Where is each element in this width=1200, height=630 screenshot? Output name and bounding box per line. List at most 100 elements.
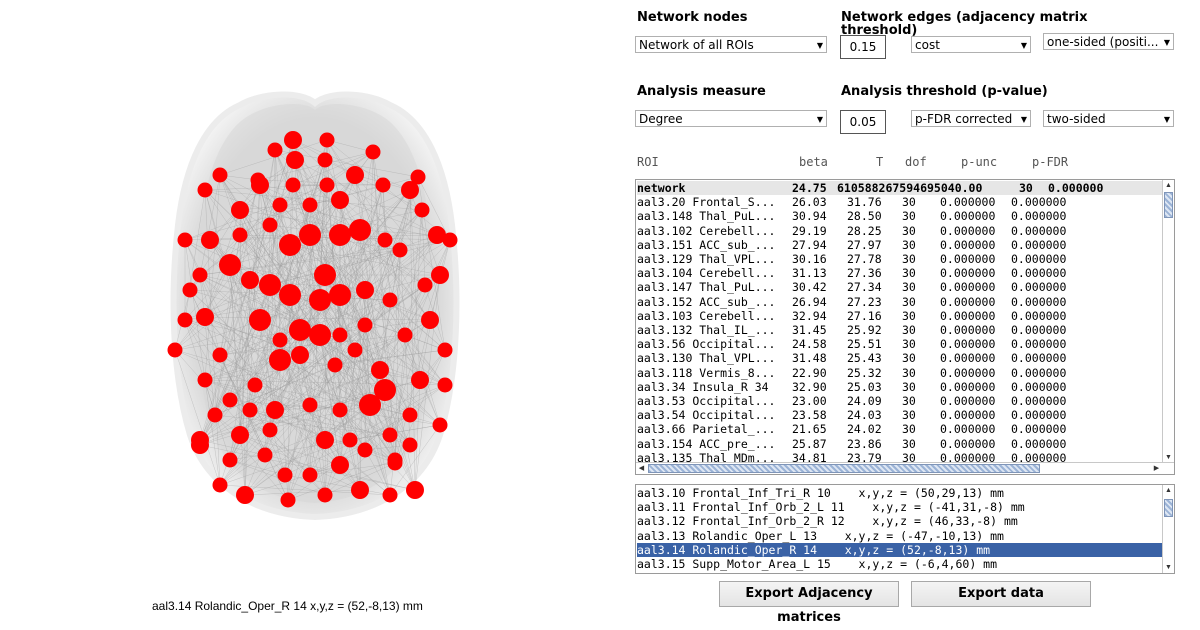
roi-node[interactable]	[397, 327, 413, 343]
roi-node[interactable]	[417, 277, 433, 293]
roi-node[interactable]	[219, 254, 241, 276]
roi-node[interactable]	[316, 431, 334, 449]
roi-node[interactable]	[317, 152, 333, 168]
roi-node[interactable]	[272, 332, 288, 348]
roi-node[interactable]	[346, 166, 364, 184]
edge-type-select[interactable]: cost ▼	[911, 36, 1031, 53]
roi-node[interactable]	[382, 292, 398, 308]
roi-node[interactable]	[331, 456, 349, 474]
roi-node[interactable]	[421, 311, 439, 329]
roi-node[interactable]	[431, 266, 449, 284]
roi-node[interactable]	[191, 436, 209, 454]
roi-node[interactable]	[259, 274, 281, 296]
roi-node[interactable]	[247, 377, 263, 393]
roi-node[interactable]	[192, 267, 208, 283]
roi-node[interactable]	[329, 224, 351, 246]
roi-node[interactable]	[331, 191, 349, 209]
arrow-right-icon[interactable]: ▶	[1151, 463, 1162, 474]
roi-node[interactable]	[177, 232, 193, 248]
roi-node[interactable]	[212, 167, 228, 183]
roi-node[interactable]	[299, 224, 321, 246]
roi-node[interactable]	[371, 361, 389, 379]
roi-node[interactable]	[231, 201, 249, 219]
arrow-down-icon[interactable]: ▼	[1163, 452, 1174, 463]
edge-sided-select[interactable]: one-sided (positi... ▼	[1043, 33, 1174, 50]
p-sided-select[interactable]: two-sided ▼	[1043, 110, 1174, 127]
roi-list[interactable]: aal3.10 Frontal_Inf_Tri_R 10 x,y,z = (50…	[635, 484, 1175, 574]
roi-node[interactable]	[402, 407, 418, 423]
roi-node[interactable]	[319, 177, 335, 193]
roi-node[interactable]	[402, 437, 418, 453]
roi-node[interactable]	[414, 202, 430, 218]
roi-node[interactable]	[267, 142, 283, 158]
list-item[interactable]: aal3.15 Supp_Motor_Area_L 15 x,y,z = (-6…	[637, 557, 998, 571]
roi-node[interactable]	[212, 477, 228, 493]
roi-node[interactable]	[428, 226, 446, 244]
results-horizontal-scrollbar[interactable]: ◀ ▶	[636, 462, 1174, 474]
roi-node[interactable]	[266, 401, 284, 419]
roi-node[interactable]	[410, 169, 426, 185]
roi-node[interactable]	[309, 324, 331, 346]
roi-node[interactable]	[356, 281, 374, 299]
roi-node[interactable]	[289, 319, 311, 341]
roi-node[interactable]	[437, 377, 453, 393]
p-correction-select[interactable]: p-FDR corrected ▼	[911, 110, 1031, 127]
roi-node[interactable]	[177, 312, 193, 328]
roi-node[interactable]	[442, 232, 458, 248]
roi-node[interactable]	[272, 197, 288, 213]
roi-node[interactable]	[342, 432, 358, 448]
roi-node[interactable]	[284, 131, 302, 149]
arrow-up-icon[interactable]: ▲	[1163, 180, 1174, 191]
roi-node[interactable]	[351, 481, 369, 499]
roi-node[interactable]	[302, 197, 318, 213]
roi-node[interactable]	[401, 181, 419, 199]
results-scroll-thumb[interactable]	[1164, 192, 1173, 218]
roi-node[interactable]	[277, 467, 293, 483]
results-table[interactable]: network 24.75 610588267594695040.00 30 0.000…	[635, 179, 1175, 475]
roi-node[interactable]	[319, 132, 335, 148]
roi-list-item-selected[interactable]: aal3.14 Rolandic_Oper_R 14 x,y,z = (52,-…	[637, 542, 1163, 557]
roi-node[interactable]	[365, 144, 381, 160]
roi-node[interactable]	[377, 232, 393, 248]
arrow-up-icon[interactable]: ▲	[1163, 485, 1174, 496]
roi-node[interactable]	[279, 284, 301, 306]
roi-node[interactable]	[332, 402, 348, 418]
roi-node[interactable]	[327, 357, 343, 373]
list-item[interactable]: aal3.10 Frontal_Inf_Tri_R 10 x,y,z = (50…	[637, 486, 1004, 500]
arrow-left-icon[interactable]: ◀	[636, 463, 647, 474]
results-row-network[interactable]: network 24.75 610588267594695040.00 30 0.000…	[637, 181, 1165, 195]
edge-threshold-input[interactable]: 0.15	[840, 35, 886, 59]
roi-node[interactable]	[382, 427, 398, 443]
roi-node[interactable]	[257, 447, 273, 463]
brain-network-view[interactable]	[150, 85, 480, 535]
list-item[interactable]: aal3.13 Rolandic_Oper_L 13 x,y,z = (-47,…	[637, 528, 1004, 543]
roi-node[interactable]	[262, 422, 278, 438]
roi-node[interactable]	[291, 346, 309, 364]
roi-node[interactable]	[241, 271, 259, 289]
roi-node[interactable]	[222, 452, 238, 468]
roi-node[interactable]	[279, 234, 301, 256]
roi-node[interactable]	[250, 172, 266, 188]
roi-node[interactable]	[236, 486, 254, 504]
roi-node[interactable]	[285, 177, 301, 193]
results-vertical-scrollbar[interactable]: ▲ ▼	[1162, 180, 1174, 463]
roi-list-scroll-thumb[interactable]	[1164, 499, 1173, 517]
roi-node[interactable]	[212, 347, 228, 363]
roi-node[interactable]	[317, 487, 333, 503]
roi-node[interactable]	[201, 231, 219, 249]
export-adjacency-button[interactable]: Export Adjacency matrices	[719, 581, 899, 625]
roi-node[interactable]	[382, 487, 398, 503]
roi-node[interactable]	[392, 242, 408, 258]
roi-node[interactable]	[249, 309, 271, 331]
roi-node[interactable]	[411, 371, 429, 389]
export-data-button[interactable]: Export data	[911, 581, 1091, 607]
roi-node[interactable]	[347, 342, 363, 358]
roi-node[interactable]	[231, 426, 249, 444]
roi-node[interactable]	[357, 442, 373, 458]
roi-node[interactable]	[375, 177, 391, 193]
roi-node[interactable]	[374, 379, 396, 401]
roi-node[interactable]	[437, 342, 453, 358]
roi-node[interactable]	[357, 317, 373, 333]
roi-node[interactable]	[302, 397, 318, 413]
roi-node[interactable]	[207, 407, 223, 423]
